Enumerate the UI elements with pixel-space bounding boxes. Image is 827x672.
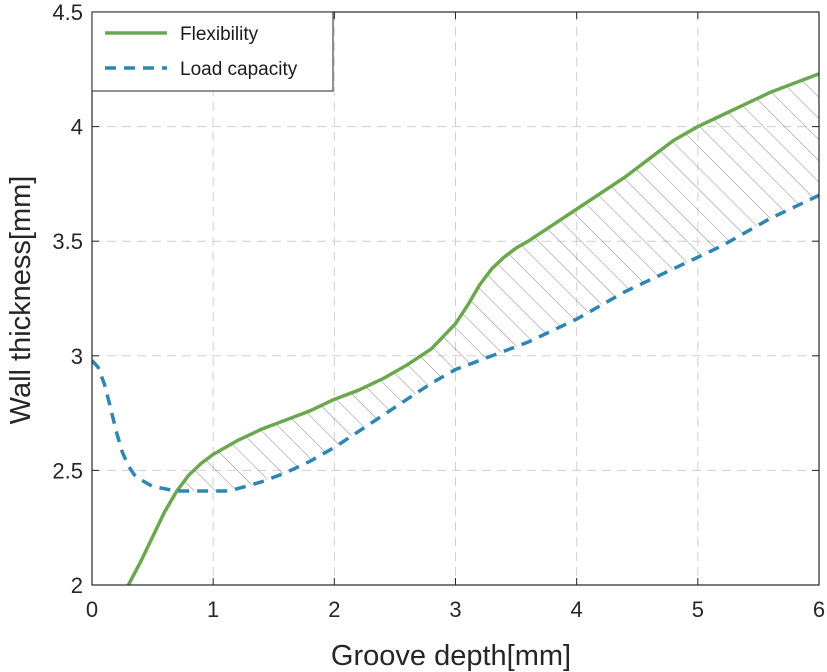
series-line-load-capacity	[92, 193, 819, 493]
legend-label-load-capacity: Load capacity	[180, 59, 298, 80]
y-axis-label: Wall thickness[mm]	[5, 176, 37, 425]
series-group	[92, 72, 819, 585]
y-tick-label: 4	[71, 115, 83, 140]
tick-labels: 0 1 2 3 4 5 6 2 2.5 3 3.5 4 4.5	[52, 0, 825, 622]
x-tick-label: 6	[813, 597, 825, 622]
x-tick-label: 0	[86, 597, 98, 622]
x-tick-label: 5	[692, 597, 704, 622]
legend-label-flexibility: Flexibility	[180, 24, 259, 45]
y-tick-label: 3	[71, 344, 83, 369]
legend-box	[91, 11, 334, 92]
y-tick-label: 3.5	[52, 229, 83, 254]
x-tick-label: 2	[328, 597, 340, 622]
y-tick-label: 2.5	[52, 458, 83, 483]
x-tick-label: 4	[571, 597, 583, 622]
series-line-flexibility	[126, 72, 819, 585]
x-axis-label: Groove depth[mm]	[331, 640, 571, 672]
x-tick-label: 3	[449, 597, 461, 622]
y-tick-label: 4.5	[52, 0, 83, 25]
shaded-region	[176, 73, 819, 492]
y-tick-label: 2	[71, 573, 83, 598]
x-tick-label: 1	[207, 597, 219, 622]
legend: Flexibility Load capacity	[91, 11, 334, 92]
